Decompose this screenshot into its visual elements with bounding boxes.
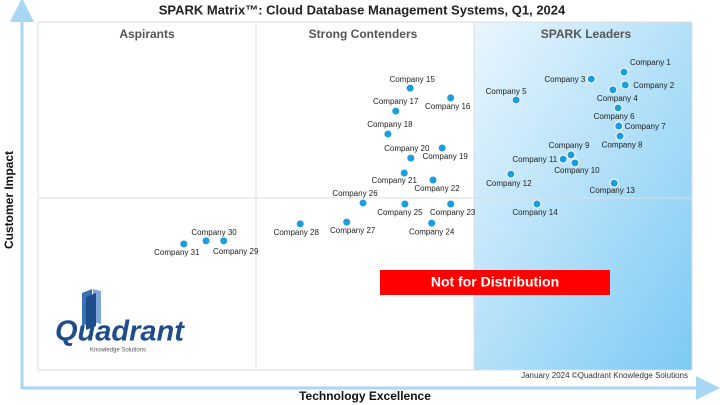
y-axis-label: Customer Impact (2, 151, 16, 249)
point-label: Company 5 (486, 87, 527, 96)
banner-text: Not for Distribution (431, 274, 559, 290)
point (358, 198, 368, 208)
point-label: Company 23 (430, 208, 476, 217)
quadrant-label: Aspirants (119, 27, 175, 41)
footer: January 2024 ©Quadrant Knowledge Solutio… (521, 371, 688, 380)
point (609, 178, 619, 188)
point (437, 143, 447, 153)
point-label: Company 28 (274, 228, 320, 237)
point-label: Company 11 (512, 155, 557, 164)
leaders-zone (474, 22, 692, 370)
point (506, 169, 516, 179)
point-label: Company 14 (512, 208, 558, 217)
point (405, 83, 415, 93)
point-label: Company 12 (486, 179, 532, 188)
point (446, 199, 456, 209)
point-label: Company 30 (191, 228, 237, 237)
banner (380, 270, 610, 295)
point-label: Company 2 (633, 81, 674, 90)
point (511, 95, 521, 105)
point-label: Company 8 (602, 140, 643, 149)
point-label: Company 1 (630, 58, 671, 67)
logo-icon (82, 289, 101, 330)
point-label: Company 25 (377, 208, 423, 217)
logo-tagline: Knowledge Solutions (90, 348, 146, 354)
point (614, 121, 624, 131)
point-label: Company 16 (425, 102, 471, 111)
point-label: Company 18 (367, 120, 413, 129)
point-label: Company 29 (213, 247, 259, 256)
quadrant-label: Strong Contenders (309, 27, 418, 41)
point-label: Company 7 (625, 122, 666, 131)
point-label: Company 10 (554, 166, 600, 175)
chart-title: SPARK Matrix™: Cloud Database Management… (159, 2, 566, 17)
point (608, 85, 618, 95)
point (295, 219, 305, 229)
point (406, 153, 416, 163)
point (383, 129, 393, 139)
point (446, 93, 456, 103)
point (620, 80, 630, 90)
point (586, 74, 596, 84)
point (179, 239, 189, 249)
point (391, 106, 401, 116)
point (615, 131, 625, 141)
point-label: Company 17 (373, 97, 419, 106)
point (399, 168, 409, 178)
point-label: Company 31 (154, 248, 200, 257)
point (566, 150, 576, 160)
point (570, 158, 580, 168)
point (219, 236, 229, 246)
point (400, 199, 410, 209)
point-label: Company 15 (389, 75, 435, 84)
quadrant-label: SPARK Leaders (541, 27, 632, 41)
point (201, 236, 211, 246)
point (428, 175, 438, 185)
point-label: Company 9 (549, 141, 590, 150)
point (558, 154, 568, 164)
point (342, 217, 352, 227)
point-label: Company 3 (544, 75, 585, 84)
point-label: Company 24 (409, 227, 455, 236)
logo-name: Quadrant (55, 316, 185, 348)
point (532, 199, 542, 209)
point-label: Company 21 (372, 176, 418, 185)
x-axis-label: Technology Excellence (299, 389, 431, 403)
point (613, 103, 623, 113)
point-label: Company 19 (422, 152, 468, 161)
point (619, 67, 629, 77)
point (427, 218, 437, 228)
point-label: Company 26 (332, 189, 378, 198)
point-label: Company 22 (414, 184, 460, 193)
plot-frame (37, 21, 693, 371)
point-label: Company 13 (589, 186, 635, 195)
point-label: Company 27 (330, 226, 376, 235)
point-label: Company 20 (384, 144, 430, 153)
point-label: Company 6 (594, 112, 635, 121)
point-label: Company 4 (597, 94, 638, 103)
